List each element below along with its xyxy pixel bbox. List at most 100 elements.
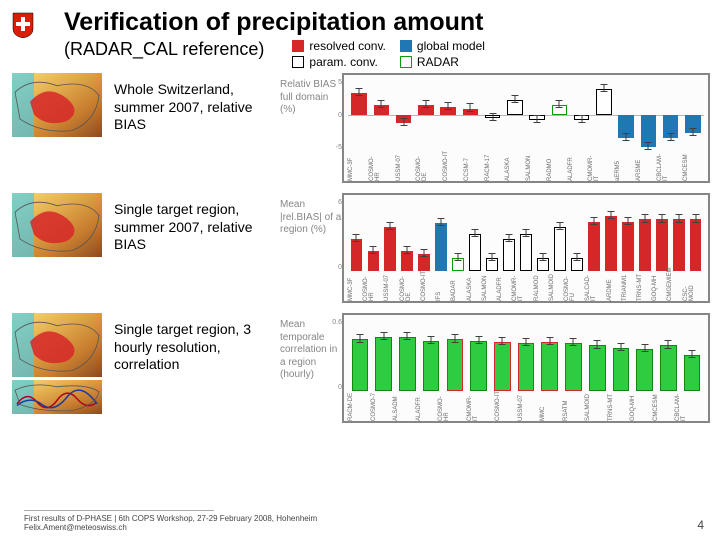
x-tick-label: MMC-3F — [348, 151, 369, 181]
x-tick-label: USSM-07 — [518, 391, 541, 421]
legend-swatch — [400, 40, 412, 52]
bar — [687, 199, 704, 271]
bar — [609, 319, 633, 391]
x-tick-label: COSMO-IT — [421, 271, 436, 301]
bar — [467, 199, 484, 271]
x-tick-label: COSMO-IT — [443, 151, 464, 181]
x-tick-label: SALMOID — [585, 391, 608, 421]
x-tick-label: SALCAD-IT — [585, 271, 606, 301]
bar — [484, 199, 501, 271]
x-tick-label: COSMO-FU — [564, 271, 585, 301]
bar — [551, 199, 568, 271]
legend-swatch — [400, 56, 412, 68]
x-tick-label: CMOMR-IT — [467, 391, 496, 421]
y-ticks: 50-5 — [324, 79, 342, 151]
legend-item: param. conv. — [292, 55, 385, 69]
row-label: Single target region, 3 hourly resolutio… — [114, 313, 274, 374]
x-tick-label: USSM-07 — [384, 271, 399, 301]
x-tick-label: RACM-DE — [348, 391, 371, 421]
x-tick-label: GOQ-MH — [630, 391, 653, 421]
x-tick-label: RACM-17 — [485, 151, 506, 181]
bar — [637, 79, 659, 151]
chart-row: Single target region, 3 hourly resolutio… — [12, 313, 710, 423]
x-tick-label: IFS — [436, 271, 451, 301]
legend-label: global model — [417, 39, 485, 53]
map-thumbnail — [12, 73, 102, 137]
swiss-shield-icon — [12, 12, 34, 38]
bar — [633, 319, 657, 391]
row-label: Single target region, summer 2007, relat… — [114, 193, 274, 254]
bar — [514, 319, 538, 391]
x-tick-label: CSC-MOID — [683, 271, 704, 301]
x-tick-label: RALMOD — [534, 271, 549, 301]
bar — [459, 79, 481, 151]
bar — [365, 199, 382, 271]
bar — [534, 199, 551, 271]
x-tick-label: TRNS-MT — [637, 271, 652, 301]
subtitle: (RADAR_CAL reference) — [64, 39, 264, 60]
bar — [636, 199, 653, 271]
legend-item: global model — [400, 39, 485, 53]
y-ticks: 0.60 — [324, 319, 342, 391]
bar — [571, 79, 593, 151]
x-tick-label: COSMO-HR — [369, 151, 396, 181]
x-tick-label: BADAR — [451, 271, 466, 301]
bar — [348, 79, 370, 151]
x-tick-label: RADMO — [547, 151, 568, 181]
x-tick-label: ARDME — [607, 271, 622, 301]
map-thumbnail — [12, 313, 102, 414]
page-number: 4 — [697, 518, 704, 532]
bar — [348, 319, 372, 391]
x-tick-label: RSATM — [563, 391, 586, 421]
footer-line1: First results of D-PHASE | 6th COPS Work… — [24, 514, 317, 523]
x-tick-label: SALMOID — [549, 271, 564, 301]
bar — [395, 319, 419, 391]
x-tick-label: GOQ-MH — [652, 271, 667, 301]
bar — [416, 199, 433, 271]
x-tick-label: CBCLAM-IT — [657, 151, 684, 181]
page-title: Verification of precipitation amount — [64, 8, 720, 37]
bar — [526, 79, 548, 151]
legend-label: param. conv. — [309, 55, 377, 69]
bar — [437, 79, 459, 151]
bar — [619, 199, 636, 271]
x-tick-label: ALASKA — [505, 151, 526, 181]
x-tick-label: COSMO-HR — [438, 391, 467, 421]
x-tick-label: CMCESM — [653, 391, 676, 421]
x-tick-label: TRIANM1 — [622, 271, 637, 301]
bar — [602, 199, 619, 271]
x-tick-label: CCSM-7 — [464, 151, 485, 181]
bar — [615, 79, 637, 151]
bar — [682, 79, 704, 151]
map-thumbnail — [12, 193, 102, 257]
bar — [653, 199, 670, 271]
footer: First results of D-PHASE | 6th COPS Work… — [24, 510, 704, 532]
chart: 50-5MMC-3FCOSMO-HRUSSM-07COSMO-DECOSMO-I… — [342, 73, 710, 183]
bar — [548, 79, 570, 151]
legend-swatch — [292, 56, 304, 68]
bar — [657, 319, 681, 391]
bar — [518, 199, 535, 271]
bar — [538, 319, 562, 391]
legend-swatch — [292, 40, 304, 52]
bar — [501, 199, 518, 271]
x-tick-label: ARSME — [636, 151, 657, 181]
bar — [399, 199, 416, 271]
row-label: Whole Switzerland, summer 2007, relative… — [114, 73, 274, 134]
x-tick-label: COSMO-DE — [416, 151, 443, 181]
bar — [419, 319, 443, 391]
x-tick-label: ALADFR — [497, 271, 512, 301]
x-tick-label: ALADFR — [568, 151, 589, 181]
bar — [670, 199, 687, 271]
chart: 0.60RACM-DECOSMO-7ALSADMALADFRCOSMO-HRCM… — [342, 313, 710, 423]
x-ticks: MMC-3FCOSMO-HRUSSM-07COSMO-DECOSMO-ITCCS… — [348, 151, 704, 181]
bar — [482, 79, 504, 151]
bar — [433, 199, 450, 271]
legend-label: resolved conv. — [309, 39, 385, 53]
x-tick-label: SALMON — [526, 151, 547, 181]
legend-item: resolved conv. — [292, 39, 385, 53]
x-tick-label: CMOMR-IT — [512, 271, 533, 301]
x-tick-label: MMC-3F — [348, 271, 363, 301]
legend-item: RADAR — [400, 55, 485, 69]
x-tick-label: COSMO-IT — [495, 391, 518, 421]
